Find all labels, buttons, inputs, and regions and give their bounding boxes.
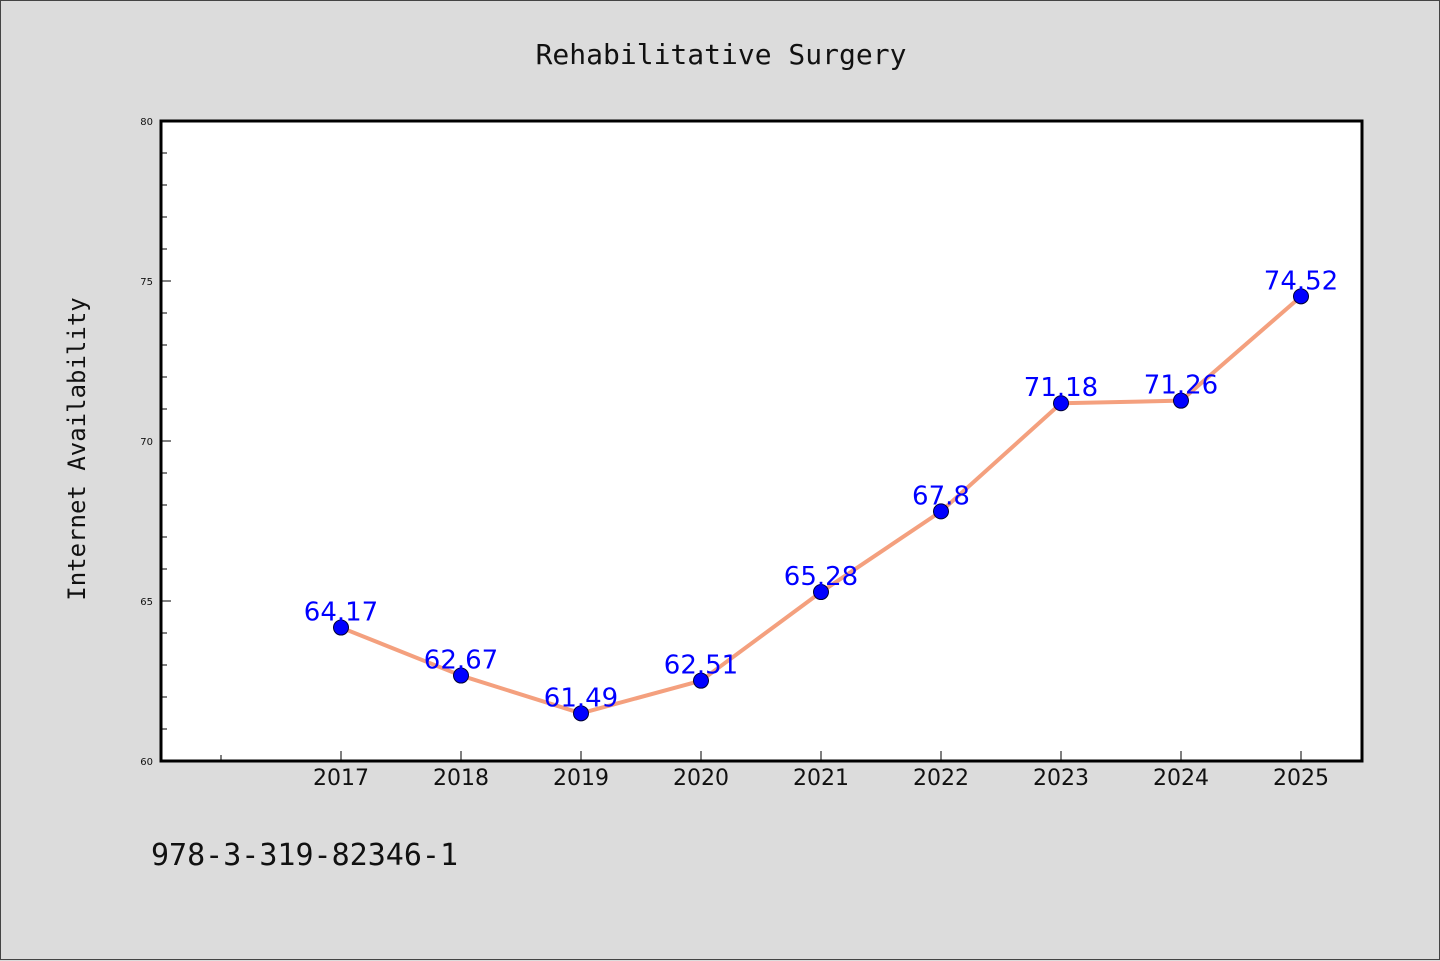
data-label: 71.26 (1144, 371, 1218, 401)
data-point (813, 584, 829, 601)
data-point (453, 667, 469, 684)
y-axis-label: Internet Availability (63, 297, 91, 600)
x-tick-label: 2022 (913, 766, 969, 791)
data-label: 61.49 (544, 683, 618, 713)
y-tick-label: 75 (140, 277, 153, 288)
x-tick-label: 2021 (793, 766, 849, 791)
y-tick-label: 65 (140, 597, 153, 608)
data-point (333, 619, 349, 636)
footnote-isbn: 978-3-319-82346-1 (151, 838, 458, 873)
x-tick-label: 2024 (1153, 766, 1209, 791)
data-point (573, 705, 589, 722)
data-label: 65.28 (784, 562, 858, 592)
data-label: 64.17 (304, 598, 378, 628)
x-tick-label: 2018 (433, 766, 489, 791)
data-label: 62.51 (664, 651, 738, 681)
data-label: 71.18 (1024, 373, 1098, 403)
x-tick-label: 2025 (1273, 766, 1329, 791)
data-point (1173, 392, 1189, 409)
y-tick-label: 60 (140, 757, 153, 768)
y-tick-label: 70 (140, 437, 153, 448)
plot-area (159, 119, 1364, 763)
data-label: 67.8 (912, 481, 970, 511)
x-tick-label: 2020 (673, 766, 729, 791)
data-point (1053, 395, 1069, 412)
data-label: 62.67 (424, 646, 498, 676)
x-tick-label: 2017 (313, 766, 369, 791)
x-tick-label: 2023 (1033, 766, 1089, 791)
y-tick-label: 80 (140, 117, 153, 128)
data-point (693, 672, 709, 689)
chart-title: Rehabilitative Surgery (536, 38, 907, 71)
data-label: 74.52 (1264, 266, 1338, 296)
data-point (933, 503, 949, 520)
data-point (1293, 288, 1309, 305)
x-tick-label: 2019 (553, 766, 609, 791)
